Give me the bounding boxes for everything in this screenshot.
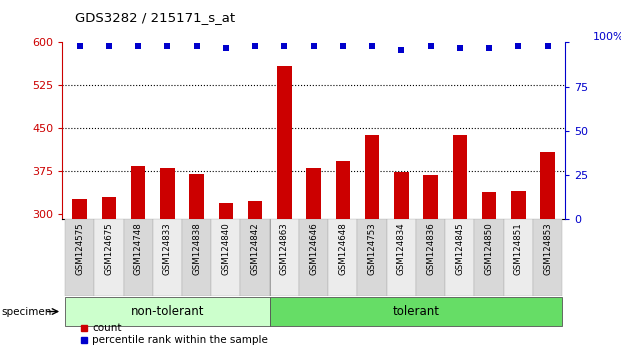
Text: GSM124845: GSM124845 [455, 222, 465, 274]
Bar [124, 219, 153, 296]
Text: GSM124833: GSM124833 [163, 222, 172, 274]
Text: GSM124836: GSM124836 [426, 222, 435, 274]
Text: specimen: specimen [1, 307, 52, 316]
Point [163, 43, 173, 49]
Bar [240, 219, 270, 296]
Bar [102, 196, 116, 219]
Bar [277, 67, 292, 219]
Text: GSM124834: GSM124834 [397, 222, 406, 274]
Bar [416, 219, 445, 296]
Point [192, 43, 202, 49]
Bar [270, 297, 562, 326]
Text: 100%: 100% [593, 33, 621, 42]
Text: GSM124863: GSM124863 [280, 222, 289, 274]
Bar [270, 219, 299, 296]
Text: GSM124838: GSM124838 [192, 222, 201, 274]
Bar [160, 168, 175, 219]
Text: GSM124853: GSM124853 [543, 222, 552, 274]
Bar [211, 219, 240, 296]
Point [133, 43, 143, 49]
Point [104, 43, 114, 49]
Point [543, 43, 553, 49]
Point [484, 45, 494, 51]
Bar [153, 219, 182, 296]
Text: GSM124675: GSM124675 [104, 222, 114, 274]
Point [396, 47, 406, 52]
Bar [511, 191, 525, 219]
Bar [533, 219, 562, 296]
Text: GSM124842: GSM124842 [251, 222, 260, 274]
Bar [189, 174, 204, 219]
Point [455, 45, 465, 51]
Point [338, 43, 348, 49]
Bar [299, 219, 329, 296]
Text: GSM124753: GSM124753 [368, 222, 376, 274]
Text: GSM124575: GSM124575 [75, 222, 84, 274]
Bar [72, 200, 87, 219]
Point [75, 43, 84, 49]
Bar [65, 297, 270, 326]
Bar [445, 219, 474, 296]
Legend: count, percentile rank within the sample: count, percentile rank within the sample [79, 323, 268, 345]
Bar [306, 168, 321, 219]
Text: tolerant: tolerant [392, 305, 440, 318]
Text: GSM124648: GSM124648 [338, 222, 347, 274]
Text: GDS3282 / 215171_s_at: GDS3282 / 215171_s_at [75, 11, 235, 24]
Bar [182, 219, 211, 296]
Bar [540, 152, 555, 219]
Bar [219, 204, 233, 219]
Point [425, 43, 435, 49]
Bar [329, 219, 358, 296]
Bar [394, 172, 409, 219]
Bar [453, 135, 467, 219]
Bar [248, 201, 263, 219]
Bar [358, 219, 387, 296]
Bar [335, 161, 350, 219]
Bar [65, 219, 94, 296]
Bar [365, 135, 379, 219]
Bar [474, 219, 504, 296]
Point [309, 43, 319, 49]
Text: non-tolerant: non-tolerant [130, 305, 204, 318]
Text: GSM124840: GSM124840 [221, 222, 230, 274]
Point [250, 43, 260, 49]
Bar [482, 192, 496, 219]
Text: GSM124851: GSM124851 [514, 222, 523, 274]
Bar [387, 219, 416, 296]
Point [221, 45, 231, 51]
Bar [94, 219, 124, 296]
Text: GSM124646: GSM124646 [309, 222, 318, 274]
Bar [424, 175, 438, 219]
Text: GSM124850: GSM124850 [484, 222, 494, 274]
Point [279, 43, 289, 49]
Bar [131, 166, 145, 219]
Text: GSM124748: GSM124748 [134, 222, 143, 274]
Point [367, 43, 377, 49]
Bar [504, 219, 533, 296]
Point [514, 43, 524, 49]
